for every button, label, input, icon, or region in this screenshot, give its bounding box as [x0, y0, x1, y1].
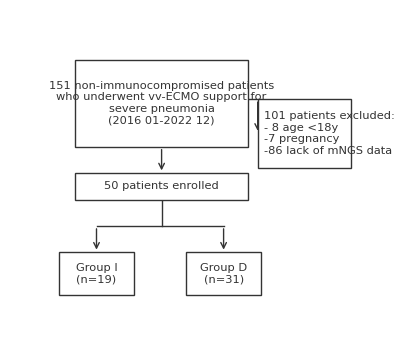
- FancyBboxPatch shape: [258, 99, 351, 168]
- Text: 151 non-immunocompromised patients
who underwent vv-ECMO support for
severe pneu: 151 non-immunocompromised patients who u…: [49, 81, 274, 126]
- FancyBboxPatch shape: [186, 252, 261, 295]
- FancyBboxPatch shape: [75, 60, 248, 147]
- Text: 101 patients excluded:
- 8 age <18y
-7 pregnancy
-86 lack of mNGS data: 101 patients excluded: - 8 age <18y -7 p…: [264, 111, 395, 156]
- FancyBboxPatch shape: [75, 173, 248, 200]
- FancyBboxPatch shape: [59, 252, 134, 295]
- Text: Group I
(n=19): Group I (n=19): [76, 263, 117, 284]
- Text: Group D
(n=31): Group D (n=31): [200, 263, 247, 284]
- Text: 50 patients enrolled: 50 patients enrolled: [104, 181, 219, 191]
